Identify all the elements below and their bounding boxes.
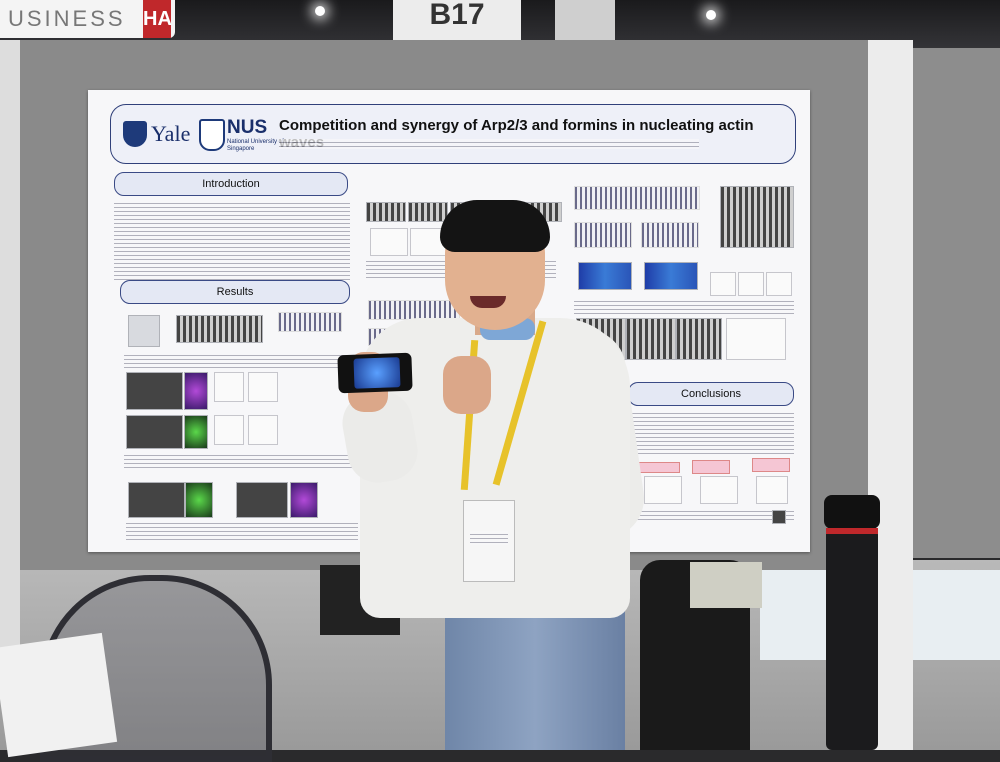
- results-text: [124, 352, 350, 368]
- poster-tube: [826, 529, 878, 750]
- figure-oscillation: [278, 312, 342, 332]
- figure-micrographs: [128, 482, 185, 518]
- adjacent-poster-board: [910, 48, 1000, 558]
- nus-logo-subtitle: National University of Singapore: [227, 139, 284, 152]
- footnote-text: [624, 508, 794, 522]
- person-smile: [470, 296, 506, 308]
- conclusions-label: [636, 462, 680, 473]
- figure-fluorescence: [185, 482, 213, 518]
- figure-schematic: [726, 318, 786, 360]
- yale-shield-icon: [123, 121, 147, 147]
- poster-tube-cap: [824, 495, 880, 529]
- poster-header: Yale NUS National University of Singapor…: [110, 104, 796, 164]
- phone: [337, 352, 413, 394]
- figure-cell: [128, 315, 160, 347]
- figure-micrographs: [126, 415, 183, 449]
- results-heading: Results: [120, 280, 350, 304]
- shopping-bag: [0, 632, 118, 758]
- qr-code-icon: [772, 510, 786, 524]
- business-sign-text: USINESS: [8, 6, 126, 31]
- figure-oscillation: [368, 300, 460, 320]
- figure-kymograph: [366, 202, 406, 222]
- name-badge: [463, 500, 515, 582]
- poster-tube-ring: [826, 528, 878, 534]
- figure-micrographs: [126, 372, 183, 410]
- business-sign: USINESS HA: [0, 0, 175, 38]
- ceiling-light: [706, 10, 716, 20]
- introduction-heading: Introduction: [114, 172, 348, 196]
- figure-kymograph-grid: [720, 186, 794, 248]
- figure-oscillation: [574, 222, 632, 248]
- left-wall: [0, 40, 20, 680]
- introduction-text: [114, 200, 350, 280]
- figure-oscillation: [574, 186, 700, 210]
- person-jeans: [445, 600, 625, 750]
- figure-micrographs: [236, 482, 288, 518]
- figure-fluorescence: [184, 415, 208, 449]
- conclusions-label: [752, 458, 790, 472]
- poster-authors: [279, 139, 699, 149]
- figure-fluorescence: [184, 372, 208, 410]
- badge-text: [470, 531, 508, 545]
- figure-kymograph: [408, 202, 448, 222]
- conclusions-text: [624, 410, 794, 456]
- person-hair: [440, 200, 550, 252]
- nus-logo-text: NUS: [227, 117, 268, 138]
- person-pointing-hand: [443, 356, 491, 414]
- figure-kymograph: [676, 318, 722, 360]
- figure-schematic: [756, 476, 788, 504]
- figure-profile: [370, 228, 408, 256]
- business-sign-red-text: HA: [143, 0, 172, 38]
- figure-fluorescence: [290, 482, 318, 518]
- conclusions-heading: Conclusions: [628, 382, 794, 406]
- booth-number: B17: [429, 0, 485, 31]
- yale-logo-text: Yale: [151, 121, 191, 146]
- results-text: [126, 520, 358, 540]
- ceiling-light: [315, 6, 325, 16]
- phone-screen: [353, 357, 401, 389]
- figure-profile: [710, 272, 736, 296]
- figure-heatmap: [644, 262, 698, 290]
- figure-kymograph: [626, 318, 676, 360]
- results-text: [124, 452, 354, 470]
- figure-profile: [214, 415, 244, 445]
- figure-kymograph: [176, 315, 263, 343]
- background-person-bag: [690, 562, 762, 608]
- figure-profile: [766, 272, 792, 296]
- figure-oscillation: [641, 222, 699, 248]
- figure-profile: [738, 272, 764, 296]
- results-text: [574, 298, 794, 316]
- figure-heatmap: [578, 262, 632, 290]
- figure-schematic: [644, 476, 682, 504]
- conclusions-label: [692, 460, 730, 474]
- scientific-poster: Yale NUS National University of Singapor…: [88, 90, 810, 552]
- figure-profile: [248, 415, 278, 445]
- figure-schematic: [700, 476, 738, 504]
- nus-crest-icon: [199, 119, 225, 151]
- figure-profile: [214, 372, 244, 402]
- figure-profile: [248, 372, 278, 402]
- booth-sign: B17: [393, 0, 521, 44]
